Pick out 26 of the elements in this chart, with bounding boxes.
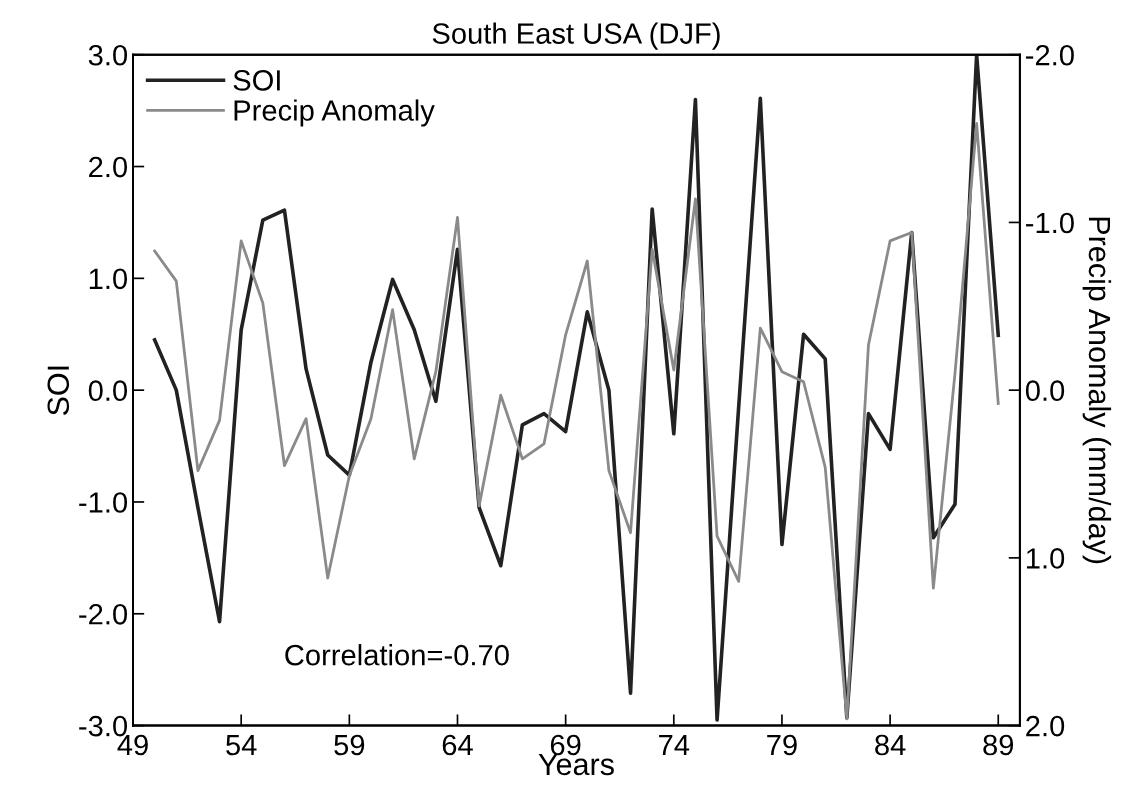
x-tick-label: 59 bbox=[334, 734, 365, 756]
y2-tick-label: 0.0 bbox=[1025, 380, 1065, 402]
x-tick-label: 89 bbox=[983, 734, 1014, 756]
y-tick-label: -1.0 bbox=[79, 492, 128, 513]
y-axis-title: SOI bbox=[47, 366, 70, 416]
y2-tick-label: -1.0 bbox=[1026, 212, 1074, 234]
y-tick-label: 1.0 bbox=[89, 268, 128, 290]
y-tick-label: 2.0 bbox=[89, 156, 128, 178]
x-tick-label: 69 bbox=[550, 734, 581, 756]
y-tick-label: 0.0 bbox=[88, 380, 128, 402]
y2-tick-label: 1.0 bbox=[1026, 548, 1065, 569]
x-tick-label: 64 bbox=[442, 734, 473, 756]
annotation: Correlation=-0.70 bbox=[285, 644, 509, 666]
legend-label: Precip Anomaly bbox=[234, 99, 435, 127]
y2-axis-title: Precip Anomaly (mm/day) bbox=[1082, 217, 1112, 564]
legend-label: SOI bbox=[233, 70, 280, 91]
y2-tick-label: 2.0 bbox=[1026, 715, 1065, 737]
y-tick-label: 3.0 bbox=[88, 44, 128, 66]
x-tick-label: 79 bbox=[767, 734, 797, 756]
x-tick-label: 74 bbox=[659, 735, 690, 756]
y2-tick-label: -2.0 bbox=[1026, 44, 1074, 66]
x-axis-title: Years bbox=[538, 753, 614, 776]
x-tick-label: 84 bbox=[875, 734, 906, 756]
y-tick-label: -2.0 bbox=[79, 603, 128, 625]
x-tick-label: 54 bbox=[226, 735, 257, 756]
chart-title: South East USA (DJF) bbox=[432, 22, 720, 50]
